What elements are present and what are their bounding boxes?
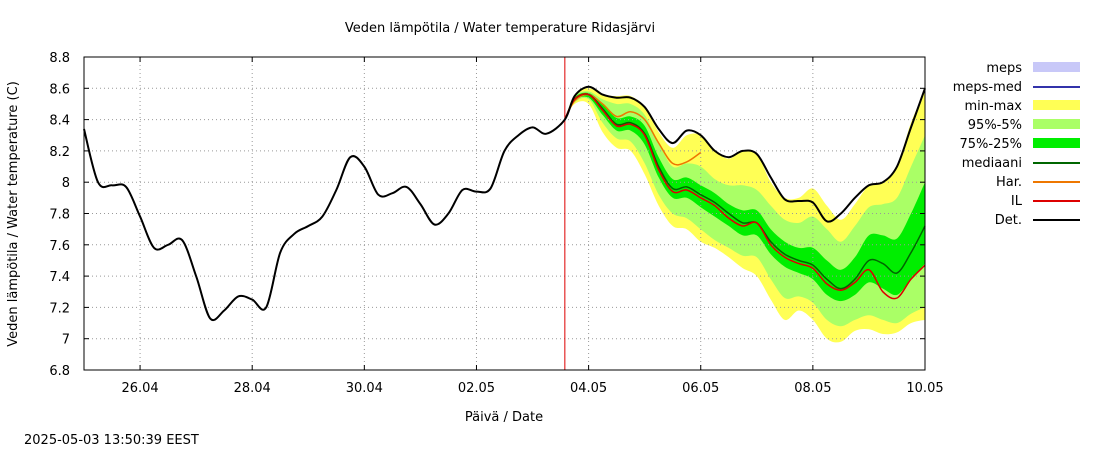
y-tick-label: 8.8 [49,51,70,66]
legend-swatch-p95_5 [1033,119,1080,129]
legend-swatch-p75_25 [1033,138,1080,148]
forecast-bands [564,88,925,343]
legend-swatch-meps [1033,62,1080,72]
legend-label-p95_5: 95%-5% [968,118,1022,133]
y-tick-label: 7.2 [49,301,70,316]
x-tick-label: 08.05 [794,381,831,396]
legend-label-median: mediaani [962,156,1022,171]
x-tick-label: 04.05 [570,381,607,396]
legend-label-har: Har. [996,175,1022,190]
x-tick-label: 10.05 [906,381,943,396]
y-tick-label: 7.4 [49,270,70,285]
y-tick-label: 6.8 [49,364,70,379]
series-line-det [83,85,926,322]
series-line-median [564,93,926,290]
y-tick-label: 8.2 [49,145,70,160]
x-tick-label: 30.04 [346,381,383,396]
series-line-il [564,93,926,300]
legend-label-minmax: min-max [964,99,1022,114]
x-tick-label: 06.05 [682,381,719,396]
legend-label-meps: meps [986,61,1022,76]
axis-ticks: 6.8 7 7.2 7.4 7.6 7.8 8 8.2 8.4 8.6 8.8 26.04 28.04 3… [49,51,943,396]
x-tick-label: 02.05 [458,381,495,396]
x-axis-label: Päivä / Date [465,410,543,425]
legend-label-meps_med: meps-med [953,80,1022,95]
legend-label-det: Det. [995,213,1022,228]
y-tick-label: 7.8 [49,208,70,223]
legend-label-il: IL [1011,194,1023,209]
timestamp-label: 2025-05-03 13:50:39 EEST [24,433,199,448]
y-tick-label: 8.6 [49,82,70,97]
series-line-har [564,93,702,166]
band-p75_25 [564,92,925,302]
y-axis-label: Veden lämpötila / Water temperature (C) [6,81,21,347]
series-lines [83,85,926,322]
legend-swatch-minmax [1033,100,1080,110]
legend: meps meps-med min-max 95%-5% 75%-25% mediaani… [953,61,1080,228]
x-tick-label: 26.04 [121,381,158,396]
grid [84,57,925,370]
x-tick-label: 28.04 [234,381,271,396]
legend-label-p75_25: 75%-25% [960,137,1022,152]
y-tick-label: 7.6 [49,239,70,254]
chart-title: Veden lämpötila / Water temperature Rida… [345,21,655,36]
y-tick-label: 8 [62,176,70,191]
y-tick-label: 8.4 [49,114,70,129]
y-tick-label: 7 [62,333,70,348]
